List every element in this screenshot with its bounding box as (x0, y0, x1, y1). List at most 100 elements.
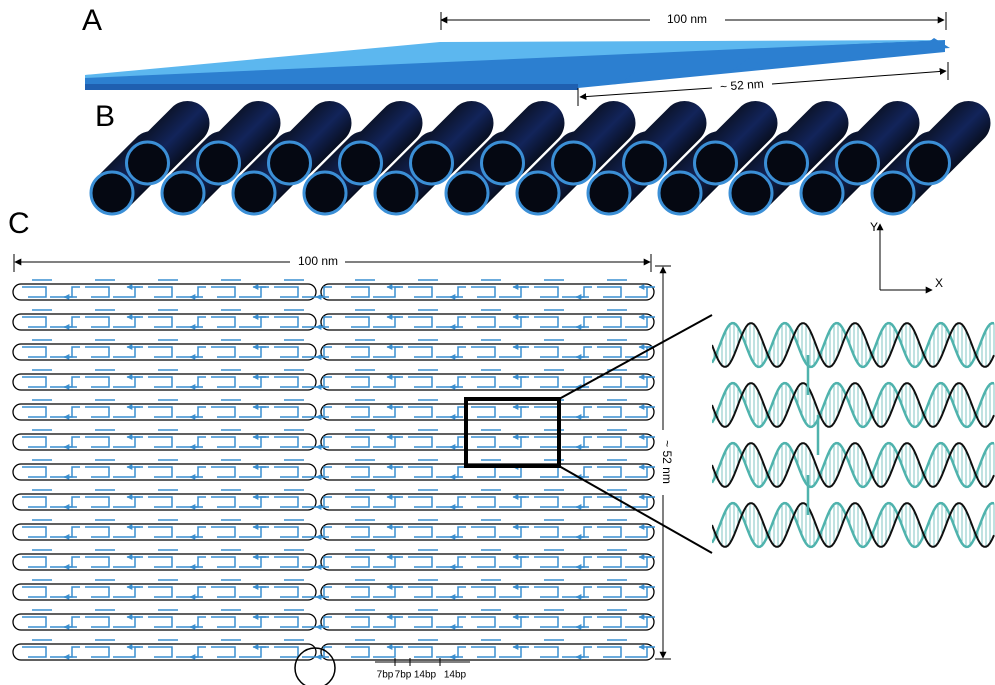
tube-end (728, 170, 774, 216)
staple (22, 556, 47, 568)
staple (50, 406, 80, 418)
staple (113, 646, 143, 658)
staple (471, 526, 496, 538)
staple (239, 466, 269, 478)
staple (148, 646, 173, 658)
staple (239, 316, 269, 328)
scaffold (12, 463, 317, 481)
staple (113, 466, 143, 478)
staple (625, 616, 655, 628)
staple (408, 436, 433, 448)
staple (471, 556, 496, 568)
staple (345, 526, 370, 538)
scaffold (320, 583, 655, 601)
staple (50, 496, 80, 508)
scaffold (12, 613, 317, 631)
staple (239, 646, 269, 658)
staple (562, 406, 592, 418)
staple (534, 376, 559, 388)
staple (85, 556, 110, 568)
staple (373, 616, 403, 628)
staple (148, 406, 173, 418)
staple (408, 616, 433, 628)
staple (50, 346, 80, 358)
staple (534, 406, 559, 418)
staple (148, 286, 173, 298)
staple (597, 436, 622, 448)
staple (597, 346, 622, 358)
staple (211, 646, 236, 658)
staple (499, 346, 529, 358)
staple (113, 316, 143, 328)
scaffold (320, 373, 655, 391)
staple (22, 616, 47, 628)
sheet-tooth (659, 66, 691, 78)
staple (436, 646, 466, 658)
staple (499, 376, 529, 388)
scaffold (320, 283, 655, 301)
tube-end (409, 140, 454, 186)
staple (176, 556, 206, 568)
tube-end (551, 140, 596, 186)
staple (499, 616, 529, 628)
staple (597, 616, 622, 628)
staple (597, 406, 622, 418)
staple (85, 646, 110, 658)
staple (345, 436, 370, 448)
strand (712, 382, 995, 428)
staple (373, 496, 403, 508)
scaffold (12, 643, 317, 661)
staple (85, 346, 110, 358)
staple (302, 466, 332, 478)
staple (534, 616, 559, 628)
staple (302, 646, 332, 658)
staple (239, 346, 269, 358)
staple (211, 346, 236, 358)
staple (50, 316, 80, 328)
tube-end (338, 140, 383, 186)
spacing-label: 14bp (444, 670, 467, 681)
staple (274, 466, 299, 478)
staple (373, 316, 403, 328)
staple (302, 616, 332, 628)
helix-zoom (712, 321, 995, 549)
staple (176, 526, 206, 538)
staple (436, 406, 466, 418)
staple (471, 646, 496, 658)
staple (597, 286, 622, 298)
staple (113, 436, 143, 448)
staple (408, 496, 433, 508)
staple (176, 376, 206, 388)
zoom-line (558, 465, 713, 554)
staple (22, 346, 47, 358)
staple (211, 436, 236, 448)
sheet-tooth (622, 70, 654, 82)
tube-end (267, 140, 312, 186)
staple (534, 556, 559, 568)
staple (597, 316, 622, 328)
sheet-tooth (733, 58, 765, 70)
staple (113, 586, 143, 598)
staple (436, 526, 466, 538)
staple (211, 316, 236, 328)
staple (302, 586, 332, 598)
origami-sheet (85, 38, 950, 90)
staple (499, 436, 529, 448)
staple (148, 436, 173, 448)
staple (50, 556, 80, 568)
staple (534, 286, 559, 298)
helix-bundle (89, 101, 991, 216)
staple (85, 436, 110, 448)
staple (50, 376, 80, 388)
staple (499, 466, 529, 478)
staple (562, 436, 592, 448)
staple (211, 496, 236, 508)
axis-label: X (935, 276, 943, 290)
staple (597, 466, 622, 478)
staple (239, 616, 269, 628)
staple (499, 316, 529, 328)
staple (597, 526, 622, 538)
staple (373, 646, 403, 658)
staple (211, 286, 236, 298)
staple (302, 346, 332, 358)
